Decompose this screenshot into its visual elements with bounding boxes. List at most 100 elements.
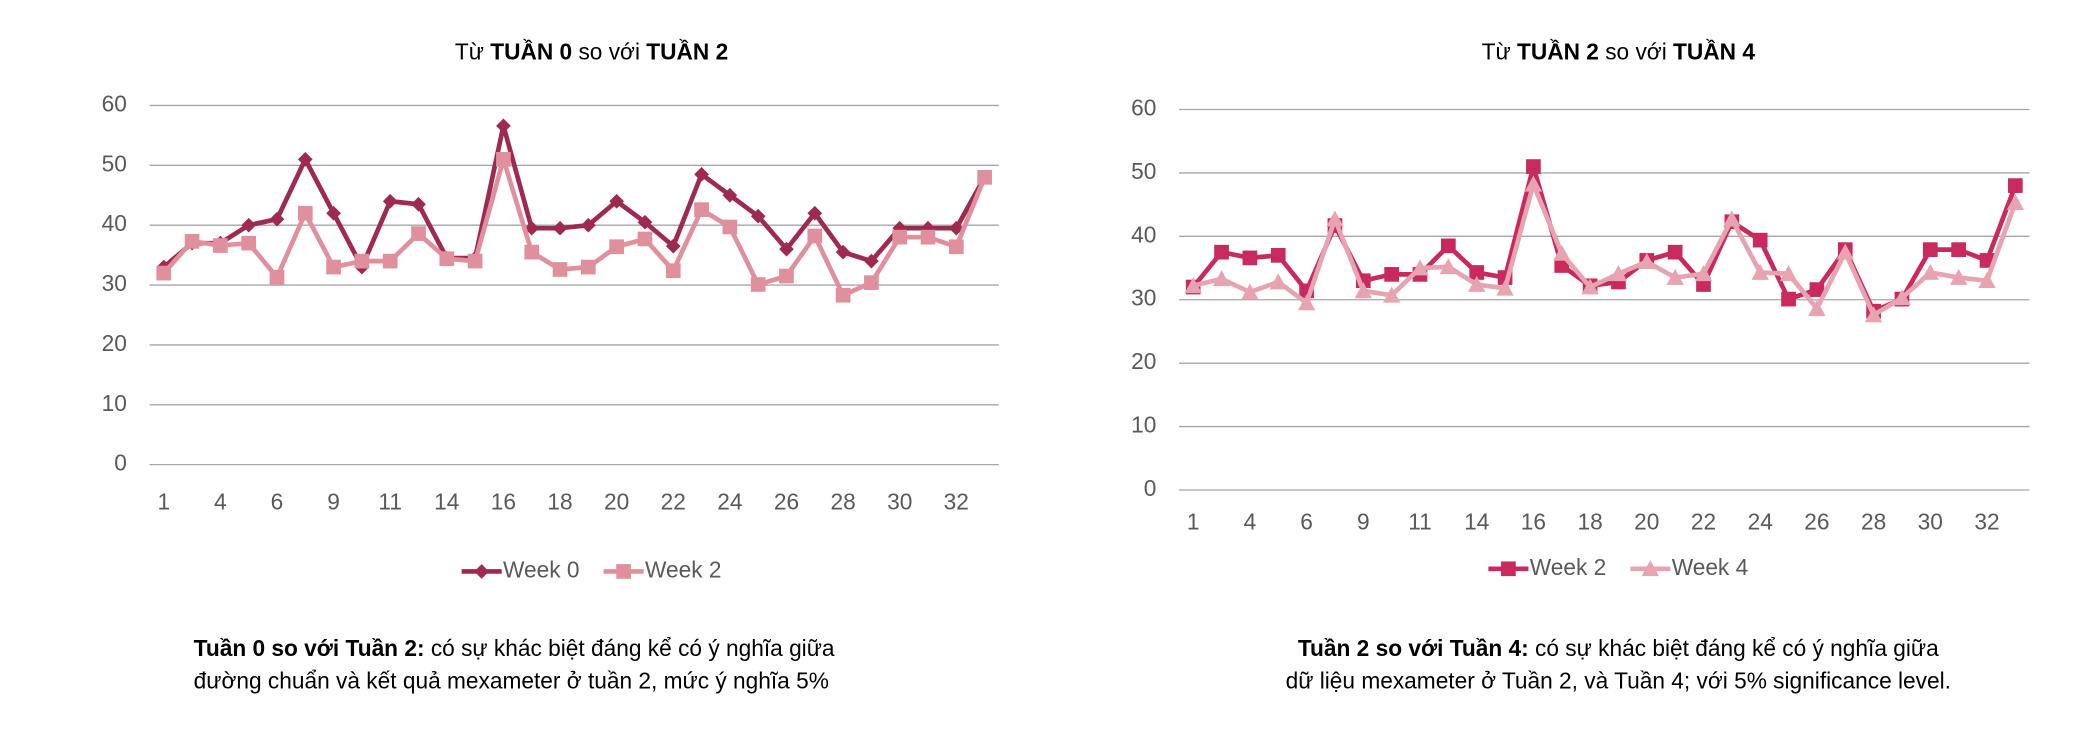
marker [1354, 282, 1372, 299]
x-tick-label: 9 [327, 488, 340, 514]
marker [1501, 561, 1516, 577]
marker [1752, 232, 1768, 248]
marker [1554, 258, 1570, 273]
legend: Week 0 Week 2 [461, 556, 721, 582]
y-tick-label: 60 [102, 90, 127, 116]
x-tick-label: 24 [717, 488, 742, 514]
x-tick-label: 14 [1464, 508, 1489, 534]
marker [1212, 270, 1231, 287]
x-tick-label: 18 [1577, 508, 1602, 534]
x-tick-label: 11 [378, 488, 402, 514]
marker [609, 239, 624, 255]
x-tick-label: 14 [434, 488, 459, 514]
marker [354, 253, 370, 269]
marker [552, 220, 568, 236]
marker [297, 205, 313, 221]
marker [1326, 210, 1344, 227]
marker [184, 234, 200, 249]
y-tick-label: 30 [1131, 285, 1156, 311]
marker [156, 265, 172, 281]
marker [1496, 279, 1514, 296]
legend: Week 2 Week 4 [1488, 554, 1748, 580]
marker [1779, 265, 1798, 282]
marker [1242, 250, 1258, 266]
title-part: Từ [1482, 38, 1517, 64]
marker [1269, 273, 1287, 290]
marker [1893, 289, 1911, 306]
marker [1469, 265, 1485, 280]
x-tick-label: 26 [1804, 508, 1829, 534]
marker [1270, 248, 1286, 263]
marker [807, 228, 823, 244]
marker [2006, 194, 2025, 211]
marker [1667, 244, 1683, 260]
marker [1524, 175, 1543, 192]
marker [581, 217, 596, 233]
marker [297, 152, 313, 167]
marker [1184, 277, 1202, 294]
title-part: TUẦN 2 [1517, 38, 1599, 64]
x-tick-label: 22 [661, 488, 686, 514]
marker [637, 231, 653, 247]
marker [467, 253, 483, 269]
marker [524, 220, 540, 236]
marker [2008, 178, 2023, 193]
x-tick-label: 26 [774, 488, 799, 514]
x-tick-label: 28 [1861, 508, 1886, 534]
marker [269, 211, 285, 227]
caption: Tuần 2 so với Tuần 4: có sự khác biệt đá… [1298, 635, 1939, 661]
series-line [162, 123, 987, 270]
marker [835, 244, 851, 260]
marker [496, 118, 511, 134]
marker [213, 238, 228, 253]
x-tick-label: 9 [1357, 508, 1370, 534]
marker [1609, 265, 1628, 282]
marker [552, 262, 568, 277]
marker [864, 275, 879, 291]
caption-bold: Tuần 0 so với Tuần 2: [194, 635, 425, 661]
x-tick-label: 4 [214, 488, 227, 514]
marker [977, 169, 992, 185]
marker [750, 208, 766, 224]
marker [616, 564, 631, 579]
y-tick-label: 20 [102, 330, 127, 356]
marker [750, 277, 766, 292]
marker [581, 259, 596, 275]
x-tick-label: 22 [1691, 508, 1716, 534]
title-part: so với [572, 38, 646, 64]
marker [1864, 306, 1883, 323]
x-tick-label: 1 [1187, 508, 1200, 534]
marker [524, 244, 540, 260]
y-tick-label: 40 [1131, 221, 1156, 247]
title-part: TUẦN 0 [490, 38, 572, 64]
x-tick-label: 30 [887, 488, 912, 514]
y-tick-label: 10 [1131, 412, 1156, 438]
marker [892, 229, 908, 245]
x-tick-label: 30 [1918, 508, 1943, 534]
marker [1214, 244, 1229, 260]
marker [1751, 263, 1769, 280]
marker [269, 269, 285, 285]
marker [1836, 243, 1854, 260]
marker [779, 268, 794, 284]
marker [1949, 268, 1968, 285]
x-tick-label: 24 [1748, 508, 1773, 534]
marker [779, 241, 794, 257]
title-part: so với [1599, 38, 1673, 64]
x-tick-label: 20 [604, 488, 629, 514]
x-tick-label: 11 [1408, 508, 1432, 534]
marker [637, 214, 653, 230]
marker [382, 193, 398, 209]
caption-text: có sự khác biệt đáng kể có ý nghĩa giữa [1529, 635, 1939, 661]
x-tick-label: 32 [1974, 508, 1999, 534]
marker [1723, 210, 1741, 227]
y-tick-label: 10 [102, 390, 127, 416]
marker [1439, 258, 1458, 275]
x-tick-label: 1 [157, 488, 170, 514]
y-tick-label: 40 [102, 210, 127, 236]
marker [807, 205, 823, 221]
marker [1581, 278, 1599, 295]
marker [382, 253, 398, 269]
marker [241, 235, 257, 251]
marker [1951, 242, 1966, 257]
